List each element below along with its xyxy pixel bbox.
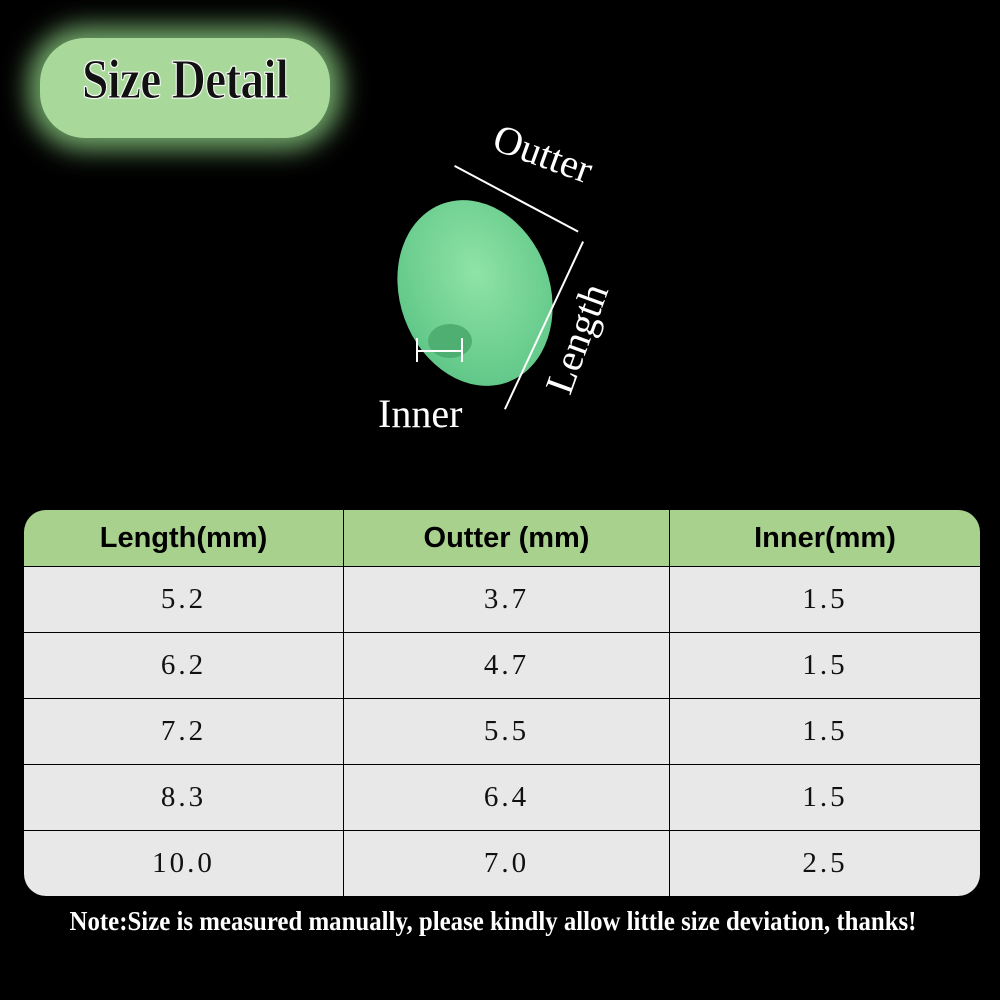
inner-label: Inner	[378, 391, 463, 436]
cell-outter: 6.4	[343, 764, 670, 831]
cell-outter: 4.7	[343, 632, 670, 699]
cell-length: 6.2	[24, 632, 344, 699]
inner-dimension-line	[418, 350, 462, 352]
title-badge	[40, 38, 330, 138]
cell-inner: 1.5	[669, 698, 980, 765]
cell-length: 5.2	[24, 566, 344, 633]
inner-tick-left	[416, 338, 418, 362]
table-row: 5.2 3.7 1.5	[24, 566, 980, 633]
column-header-inner: Inner(mm)	[669, 510, 980, 567]
cell-outter: 7.0	[343, 830, 670, 896]
outter-label: Outter	[487, 114, 599, 193]
cell-outter: 5.5	[343, 698, 670, 765]
cell-length: 10.0	[24, 830, 344, 896]
size-table: Length(mm) Outter (mm) Inner(mm) 5.2 3.7 1…	[24, 510, 980, 896]
table-row: 10.0 7.0 2.5	[24, 830, 980, 896]
table-header-row: Length(mm) Outter (mm) Inner(mm)	[24, 510, 980, 567]
size-note: Note:Size is measured manually, please k…	[69, 906, 917, 936]
table-row: 7.2 5.5 1.5	[24, 698, 980, 765]
cell-inner: 1.5	[669, 566, 980, 633]
cell-outter: 3.7	[343, 566, 670, 633]
cell-inner: 1.5	[669, 764, 980, 831]
bead-hole	[428, 324, 472, 358]
inner-tick-right	[461, 338, 463, 362]
cell-inner: 1.5	[669, 632, 980, 699]
cell-length: 8.3	[24, 764, 344, 831]
table-row: 8.3 6.4 1.5	[24, 764, 980, 831]
column-header-outter: Outter (mm)	[343, 510, 670, 567]
table-row: 6.2 4.7 1.5	[24, 632, 980, 699]
column-header-length: Length(mm)	[24, 510, 344, 567]
cell-inner: 2.5	[669, 830, 980, 896]
cell-length: 7.2	[24, 698, 344, 765]
page-title: Size Detail	[81, 49, 290, 112]
